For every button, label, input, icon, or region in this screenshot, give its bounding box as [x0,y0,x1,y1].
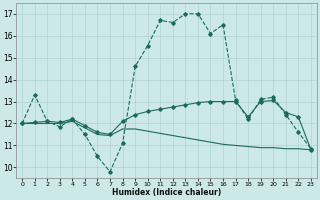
X-axis label: Humidex (Indice chaleur): Humidex (Indice chaleur) [112,188,221,197]
